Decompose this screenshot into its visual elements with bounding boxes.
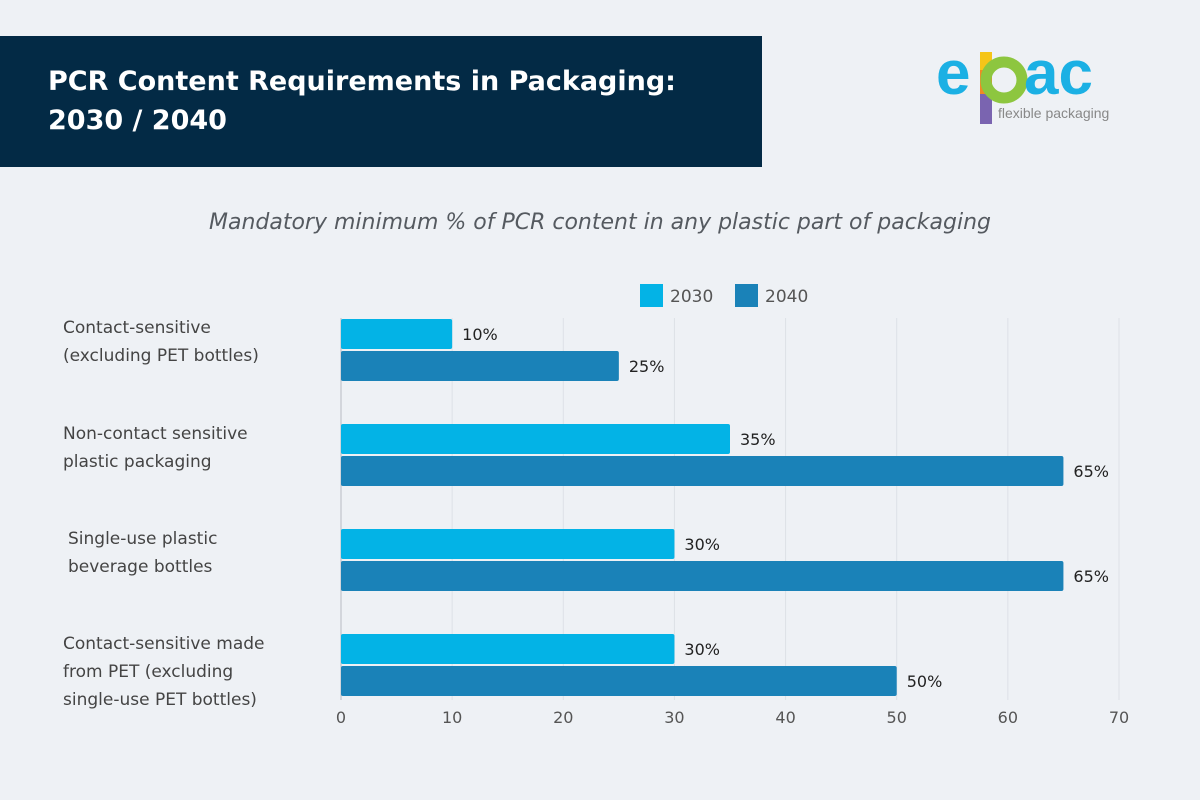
data-label: 50%	[907, 672, 943, 691]
bar-2030	[341, 634, 675, 664]
category-label: Contact-sensitive (excluding PET bottles…	[63, 318, 259, 366]
svg-text:e: e	[936, 44, 969, 108]
x-tick-label: 20	[553, 708, 573, 727]
epac-logo: e ac flexible packaging	[936, 39, 1136, 139]
bar-2030	[341, 319, 453, 349]
bar-2040	[341, 666, 897, 696]
x-tick-label: 30	[664, 708, 684, 727]
data-label: 35%	[740, 430, 776, 449]
title-banner	[0, 36, 762, 167]
bar-2030	[341, 529, 675, 559]
chart-title: Mandatory minimum % of PCR content in an…	[208, 210, 991, 235]
legend-label: 2030	[670, 287, 713, 307]
bar-2040	[341, 456, 1064, 486]
category-label: Non-contact sensitive plastic packaging	[63, 424, 248, 472]
data-label: 10%	[462, 325, 498, 344]
category-label: Single-use plastic beverage bottles	[68, 529, 218, 577]
data-label: 25%	[629, 357, 665, 376]
data-label: 30%	[684, 640, 720, 659]
data-label: 30%	[684, 535, 720, 554]
legend-swatch-2040	[735, 284, 758, 307]
x-tick-label: 10	[442, 708, 462, 727]
legend-label: 2040	[765, 287, 808, 307]
x-tick-label: 60	[998, 708, 1018, 727]
legend-swatch-2030	[640, 284, 663, 307]
bar-2030	[341, 424, 730, 454]
page-title: PCR Content Requirements in Packaging: 2…	[48, 66, 676, 136]
x-tick-label: 70	[1109, 708, 1129, 727]
x-tick-label: 40	[775, 708, 795, 727]
bar-2040	[341, 351, 619, 381]
x-tick-label: 0	[336, 708, 346, 727]
data-label: 65%	[1073, 462, 1109, 481]
svg-text:ac: ac	[1024, 44, 1093, 108]
svg-text:flexible packaging: flexible packaging	[998, 105, 1109, 121]
data-label: 65%	[1073, 567, 1109, 586]
bar-2040	[341, 561, 1064, 591]
category-label: Contact-sensitive made from PET (excludi…	[63, 634, 265, 710]
x-tick-label: 50	[887, 708, 907, 727]
